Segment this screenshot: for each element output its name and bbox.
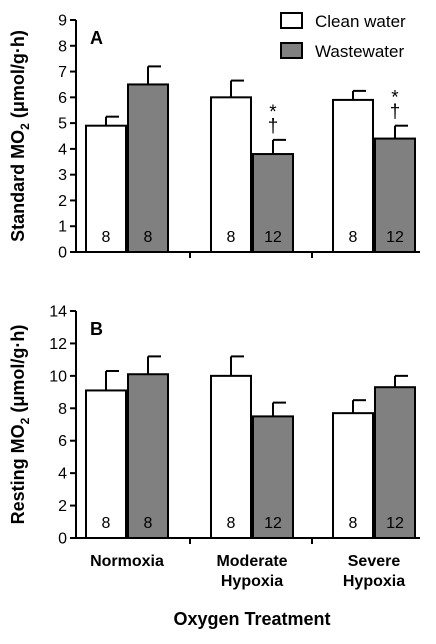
y-tick-label: 4 bbox=[58, 466, 67, 483]
significance-asterisk: * bbox=[391, 88, 399, 109]
y-tick-label: 8 bbox=[58, 38, 67, 55]
y-tick-label: 1 bbox=[58, 219, 67, 236]
y-axis-title: Standard MO2 (μmol/g·h) bbox=[8, 30, 32, 242]
sample-size-label: 8 bbox=[227, 515, 236, 532]
sample-size-label: 8 bbox=[349, 229, 358, 246]
bar-clean-water bbox=[210, 374, 252, 539]
bar-wastewater bbox=[252, 153, 294, 254]
y-tick-label: 14 bbox=[49, 304, 67, 321]
sample-size-label: 8 bbox=[102, 229, 111, 246]
legend-label-wastewater: Wastewater bbox=[315, 42, 404, 61]
sample-size-label: 12 bbox=[264, 515, 282, 532]
y-tick-label: 6 bbox=[58, 90, 67, 107]
sample-size-label: 8 bbox=[102, 515, 111, 532]
x-category-label: Hypoxia bbox=[343, 573, 405, 590]
sample-size-label: 12 bbox=[386, 515, 404, 532]
panel-letter: A bbox=[90, 28, 103, 48]
y-tick-label: 0 bbox=[58, 531, 67, 548]
bar-wastewater bbox=[252, 415, 294, 539]
bar-clean-water bbox=[332, 98, 374, 253]
x-category-label: Hypoxia bbox=[221, 573, 283, 590]
legend-swatch-wastewater bbox=[280, 42, 303, 59]
y-axis-title: Resting MO2 (μmol/g·h) bbox=[8, 325, 32, 525]
bar-clean-water bbox=[210, 96, 252, 254]
bar-clean-water bbox=[85, 124, 127, 253]
y-tick-label: 12 bbox=[49, 336, 67, 353]
bar-wastewater bbox=[374, 386, 416, 540]
significance-dagger: † bbox=[268, 116, 279, 137]
significance-asterisk: * bbox=[269, 102, 277, 123]
bar-wastewater bbox=[127, 373, 169, 539]
sample-size-label: 12 bbox=[264, 229, 282, 246]
legend-swatch-clean-water bbox=[280, 12, 303, 29]
x-category-label: Moderate bbox=[216, 553, 287, 570]
legend-label-clean-water: Clean water bbox=[315, 12, 406, 31]
y-tick-label: 7 bbox=[58, 64, 67, 81]
y-tick-label: 5 bbox=[58, 116, 67, 133]
sample-size-label: 8 bbox=[144, 229, 153, 246]
bar-clean-water bbox=[85, 389, 127, 540]
x-category-label: Severe bbox=[348, 553, 401, 570]
y-tick-label: 6 bbox=[58, 433, 67, 450]
x-axis-title: Oxygen Treatment bbox=[173, 609, 330, 629]
y-tick-label: 2 bbox=[58, 498, 67, 515]
sample-size-label: 12 bbox=[386, 229, 404, 246]
y-tick-label: 10 bbox=[49, 368, 67, 385]
y-tick-label: 8 bbox=[58, 401, 67, 418]
y-tick-label: 4 bbox=[58, 141, 67, 158]
sample-size-label: 8 bbox=[349, 515, 358, 532]
y-tick-label: 0 bbox=[58, 245, 67, 262]
x-category-label: Normoxia bbox=[90, 553, 164, 570]
bar-clean-water bbox=[332, 412, 374, 539]
significance-dagger: † bbox=[390, 102, 401, 123]
y-tick-label: 2 bbox=[58, 193, 67, 210]
y-tick-label: 9 bbox=[58, 13, 67, 30]
sample-size-label: 8 bbox=[144, 515, 153, 532]
bar-wastewater bbox=[374, 137, 416, 253]
panel-letter: B bbox=[90, 319, 103, 339]
sample-size-label: 8 bbox=[227, 229, 236, 246]
bar-wastewater bbox=[127, 83, 169, 253]
y-tick-label: 3 bbox=[58, 167, 67, 184]
